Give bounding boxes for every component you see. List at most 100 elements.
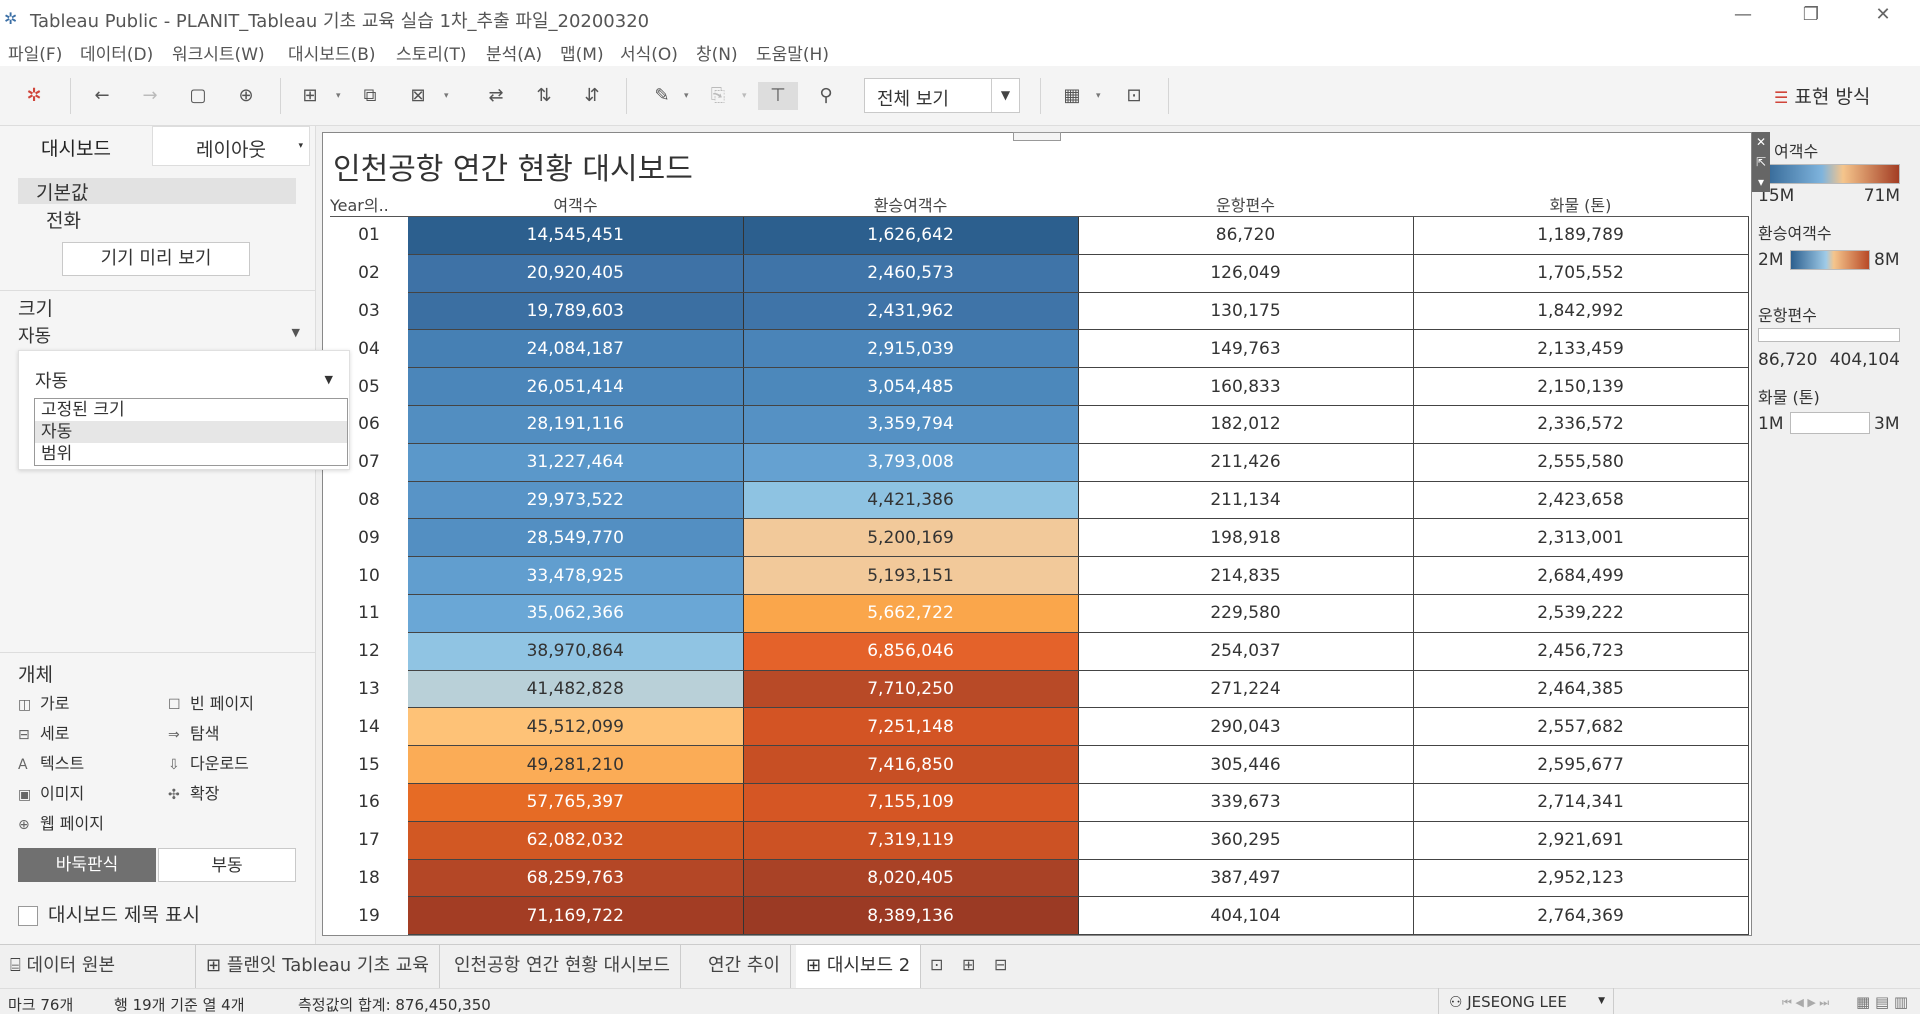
swap-rows-columns-icon[interactable]: ⇄ xyxy=(488,85,504,106)
transfer-cell[interactable]: 2,460,573 xyxy=(743,254,1079,293)
legend-bar-cargo[interactable] xyxy=(1790,412,1870,434)
flights-cell[interactable]: 214,835 xyxy=(1078,556,1414,595)
show-me-button[interactable]: ☰ 표현 방식 xyxy=(1774,82,1870,109)
chevron-down-icon[interactable]: ▾ xyxy=(336,91,341,101)
passengers-cell[interactable]: 62,082,032 xyxy=(408,821,744,860)
flights-cell[interactable]: 211,134 xyxy=(1078,481,1414,520)
chevron-down-icon[interactable]: ▾ xyxy=(684,91,689,101)
flights-cell[interactable]: 360,295 xyxy=(1078,821,1414,860)
object-extension[interactable]: ✣ 확장 xyxy=(168,780,219,804)
passengers-cell[interactable]: 68,259,763 xyxy=(408,859,744,898)
cargo-cell[interactable]: 2,555,580 xyxy=(1413,443,1749,482)
group-members-icon[interactable]: ⎘ xyxy=(710,85,726,106)
flights-cell[interactable]: 86,720 xyxy=(1078,216,1414,255)
passengers-cell[interactable]: 41,482,828 xyxy=(408,670,744,709)
column-header-cargo[interactable]: 화물 (톤) xyxy=(1413,192,1748,217)
cargo-cell[interactable]: 2,557,682 xyxy=(1413,707,1749,747)
device-default[interactable]: 기본값 xyxy=(18,178,296,204)
size-option-automatic[interactable]: 자동 xyxy=(35,421,347,443)
tableau-home-icon[interactable]: ✲ xyxy=(26,85,42,106)
chevron-down-icon[interactable]: ▾ xyxy=(444,91,449,101)
menu-help[interactable]: 도움말(H) xyxy=(756,45,829,65)
cargo-cell[interactable]: 2,464,385 xyxy=(1413,670,1749,709)
menu-map[interactable]: 맵(M) xyxy=(560,45,604,65)
sort-descending-icon[interactable]: ⇵ xyxy=(584,85,600,106)
device-phone[interactable]: 전화 xyxy=(46,210,81,232)
fit-select[interactable]: 전체 보기 ▼ xyxy=(864,78,1020,113)
menu-window[interactable]: 창(N) xyxy=(696,45,738,65)
chevron-down-icon[interactable]: ▼ xyxy=(324,373,333,386)
new-story-icon[interactable]: ⊟ xyxy=(994,955,1008,974)
year-cell[interactable]: 13 xyxy=(330,670,408,709)
size-select[interactable]: 자동 ▼ xyxy=(18,322,300,348)
size-popup-select-value[interactable]: 자동 xyxy=(35,371,69,392)
close-icon[interactable]: ✕ xyxy=(1755,135,1767,149)
transfer-cell[interactable]: 7,710,250 xyxy=(743,670,1079,709)
year-cell[interactable]: 10 xyxy=(330,556,408,595)
grid-view-icon[interactable]: ▦ ▤ ▥ xyxy=(1856,993,1909,1011)
restore-button[interactable]: ❐ xyxy=(1802,4,1820,25)
minimize-button[interactable]: — xyxy=(1734,4,1752,25)
passengers-cell[interactable]: 28,549,770 xyxy=(408,518,744,558)
tab-sheet-dashboard2[interactable]: ⊞ 대시보드 2 xyxy=(796,945,922,988)
menu-format[interactable]: 서식(O) xyxy=(620,45,678,65)
legend-bar-flights[interactable] xyxy=(1758,328,1900,342)
flights-cell[interactable]: 182,012 xyxy=(1078,405,1414,444)
flights-cell[interactable]: 387,497 xyxy=(1078,859,1414,898)
show-cards-icon[interactable]: ▦ xyxy=(1063,85,1081,106)
chevron-down-icon[interactable]: ▾ xyxy=(1096,91,1101,101)
transfer-cell[interactable]: 7,416,850 xyxy=(743,745,1079,784)
passengers-cell[interactable]: 20,920,405 xyxy=(408,254,744,293)
cargo-cell[interactable]: 2,684,499 xyxy=(1413,556,1749,595)
object-text[interactable]: A 텍스트 xyxy=(18,750,84,774)
tab-dashboard[interactable]: 대시보드 xyxy=(0,126,152,166)
menu-analysis[interactable]: 분석(A) xyxy=(486,45,543,65)
object-horizontal[interactable]: ◫ 가로 xyxy=(18,690,69,714)
passengers-cell[interactable]: 38,970,864 xyxy=(408,632,744,671)
cargo-cell[interactable]: 2,921,691 xyxy=(1413,821,1749,860)
flights-cell[interactable]: 271,224 xyxy=(1078,670,1414,709)
cargo-cell[interactable]: 2,714,341 xyxy=(1413,783,1749,822)
tab-sheet-incheon[interactable]: 인천공항 연간 현황 대시보드 xyxy=(444,945,681,988)
legend-bar-passengers[interactable] xyxy=(1758,164,1900,184)
menu-data[interactable]: 데이터(D) xyxy=(80,45,154,65)
object-navigation[interactable]: ⇒ 탐색 xyxy=(168,720,219,744)
transfer-cell[interactable]: 3,793,008 xyxy=(743,443,1079,482)
device-preview-button[interactable]: 기기 미리 보기 xyxy=(62,242,250,276)
show-mark-labels-icon[interactable]: ⊤ xyxy=(758,82,798,110)
tiled-button[interactable]: 바둑판식 xyxy=(18,848,156,882)
transfer-cell[interactable]: 8,389,136 xyxy=(743,896,1079,936)
passengers-cell[interactable]: 45,512,099 xyxy=(408,707,744,747)
cargo-cell[interactable]: 2,952,123 xyxy=(1413,859,1749,898)
object-image[interactable]: ▣ 이미지 xyxy=(18,780,84,804)
menu-dashboard[interactable]: 대시보드(B) xyxy=(288,45,376,65)
year-cell[interactable]: 17 xyxy=(330,821,408,860)
year-cell[interactable]: 16 xyxy=(330,783,408,822)
year-cell[interactable]: 02 xyxy=(330,254,408,293)
cargo-cell[interactable]: 2,150,139 xyxy=(1413,367,1749,406)
flights-cell[interactable]: 305,446 xyxy=(1078,745,1414,784)
passengers-cell[interactable]: 33,478,925 xyxy=(408,556,744,595)
cargo-cell[interactable]: 2,456,723 xyxy=(1413,632,1749,671)
year-cell[interactable]: 03 xyxy=(330,292,408,331)
highlight-icon[interactable]: ✎ xyxy=(654,85,670,106)
flights-cell[interactable]: 339,673 xyxy=(1078,783,1414,822)
legend-bar-transfer[interactable] xyxy=(1790,250,1870,270)
size-option-fixed[interactable]: 고정된 크기 xyxy=(41,400,125,420)
transfer-cell[interactable]: 3,359,794 xyxy=(743,405,1079,444)
year-cell[interactable]: 12 xyxy=(330,632,408,671)
object-vertical[interactable]: ⊟ 세로 xyxy=(18,720,69,744)
clear-sheet-icon[interactable]: ⊠ xyxy=(410,85,426,106)
undo-icon[interactable]: ← xyxy=(94,85,110,106)
tab-layout[interactable]: 레이아웃 ▾ xyxy=(152,126,310,166)
flights-cell[interactable]: 149,763 xyxy=(1078,329,1414,369)
transfer-cell[interactable]: 2,915,039 xyxy=(743,329,1079,369)
popout-icon[interactable]: ⇱ xyxy=(1755,155,1767,169)
transfer-cell[interactable]: 8,020,405 xyxy=(743,859,1079,898)
year-cell[interactable]: 09 xyxy=(330,518,408,558)
passengers-cell[interactable]: 29,973,522 xyxy=(408,481,744,520)
presentation-mode-icon[interactable]: ⊡ xyxy=(1126,85,1142,106)
sort-ascending-icon[interactable]: ⇅ xyxy=(536,85,552,106)
object-webpage[interactable]: ⊕ 웹 페이지 xyxy=(18,810,104,834)
passengers-cell[interactable]: 24,084,187 xyxy=(408,329,744,369)
